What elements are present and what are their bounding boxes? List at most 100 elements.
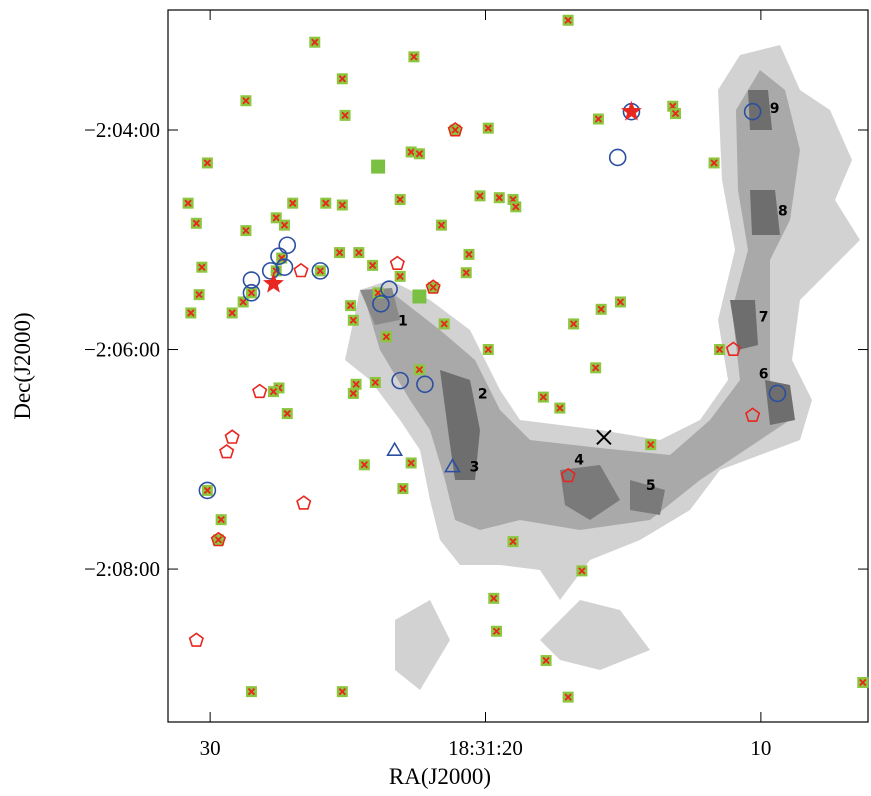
source-square-x <box>488 593 499 604</box>
y-tick-label: −2:04:00 <box>84 118 160 142</box>
source-square-x <box>645 439 656 450</box>
source-square-x <box>576 565 587 576</box>
contour-outer <box>540 600 650 670</box>
contour-inner <box>750 190 780 235</box>
region-label: 3 <box>470 460 480 476</box>
source-square-x <box>202 485 213 496</box>
source-square-x <box>246 686 257 697</box>
source-square-x <box>216 514 227 525</box>
source-square-x <box>337 73 348 84</box>
pentagon <box>253 385 266 398</box>
x-tick-label: 10 <box>750 736 771 760</box>
source-square-x <box>183 198 194 209</box>
source-square-x <box>395 194 406 205</box>
source-square-x <box>315 265 326 276</box>
source-square-x <box>483 123 494 134</box>
source-square-x <box>461 267 472 278</box>
source-square-x <box>337 686 348 697</box>
source-square-x <box>345 300 356 311</box>
source-square-x <box>309 37 320 48</box>
source-square-x <box>436 220 447 231</box>
source-square-x <box>615 296 626 307</box>
pentagon <box>297 496 310 509</box>
source-square-x <box>348 315 359 326</box>
source-square-x <box>709 157 720 168</box>
source-square-x <box>474 190 485 201</box>
source-square-x <box>191 218 202 229</box>
source-square-x <box>370 377 381 388</box>
x-axis-title: RA(J2000) <box>389 764 491 789</box>
source-square-x <box>282 408 293 419</box>
source-square-x <box>414 148 425 159</box>
source-square-x <box>857 677 868 688</box>
circle <box>610 149 626 165</box>
source-square-x <box>202 157 213 168</box>
source-square-x <box>554 403 565 414</box>
source-square-x <box>406 457 417 468</box>
source-square-x <box>491 626 502 637</box>
triangle <box>388 443 402 455</box>
source-square-x <box>279 220 290 231</box>
y-tick-label: −2:06:00 <box>84 338 160 362</box>
source-square-x <box>395 271 406 282</box>
source-square-x <box>596 304 607 315</box>
pentagon <box>391 257 404 270</box>
source-square-x <box>538 392 549 403</box>
region-label: 4 <box>574 452 584 468</box>
source-square-x <box>320 198 331 209</box>
source-square-x <box>397 483 408 494</box>
filled-square <box>371 160 385 174</box>
source-square-x <box>670 108 681 119</box>
source-square-x <box>408 51 419 62</box>
source-square-x <box>563 15 574 26</box>
source-square-x <box>348 388 359 399</box>
contour-outer <box>395 600 450 690</box>
pentagon <box>220 445 233 458</box>
source-square-x <box>196 262 207 273</box>
x-tick-label: 30 <box>200 736 221 760</box>
circle <box>279 237 295 253</box>
source-square-x <box>337 200 348 211</box>
source-square-x <box>463 249 474 260</box>
source-square-x <box>353 247 364 258</box>
source-square-x <box>568 318 579 329</box>
pentagon <box>226 430 239 443</box>
chart: RA(J2000) Dec(J2000) 30 18:31:20 10 −2:04:0… <box>0 0 871 796</box>
source-square-x <box>563 692 574 703</box>
source-square-x <box>494 192 505 203</box>
source-square-x <box>439 318 450 329</box>
source-square-x <box>246 287 257 298</box>
region-label: 5 <box>646 478 656 494</box>
region-label: 6 <box>759 366 769 382</box>
source-square-x <box>240 225 251 236</box>
filled-square <box>412 289 426 303</box>
source-square-x <box>593 114 604 125</box>
source-square-x <box>590 362 601 373</box>
source-square-x <box>714 344 725 355</box>
source-square-x <box>381 331 392 342</box>
source-square-x <box>508 536 519 547</box>
source-square-x <box>359 459 370 470</box>
source-square-x <box>194 289 205 300</box>
region-label: 2 <box>478 386 488 402</box>
source-square-x <box>541 655 552 666</box>
source-square-x <box>240 95 251 106</box>
x-tick-label: 18:31:20 <box>448 736 523 760</box>
source-square-x <box>185 307 196 318</box>
source-square-x <box>227 307 238 318</box>
star <box>621 101 642 121</box>
region-label: 9 <box>770 101 780 117</box>
source-square-x <box>483 344 494 355</box>
y-axis-title: Dec(J2000) <box>10 312 35 419</box>
source-square-x <box>510 201 521 212</box>
source-square-x <box>334 247 345 258</box>
y-tick-label: −2:08:00 <box>84 557 160 581</box>
pentagon <box>294 264 307 277</box>
region-label: 8 <box>778 204 788 220</box>
region-label: 1 <box>398 313 408 329</box>
source-square-x <box>367 260 378 271</box>
pentagon <box>190 633 203 646</box>
region-label: 7 <box>759 310 769 326</box>
source-square-x <box>414 364 425 375</box>
source-square-x <box>287 198 298 209</box>
